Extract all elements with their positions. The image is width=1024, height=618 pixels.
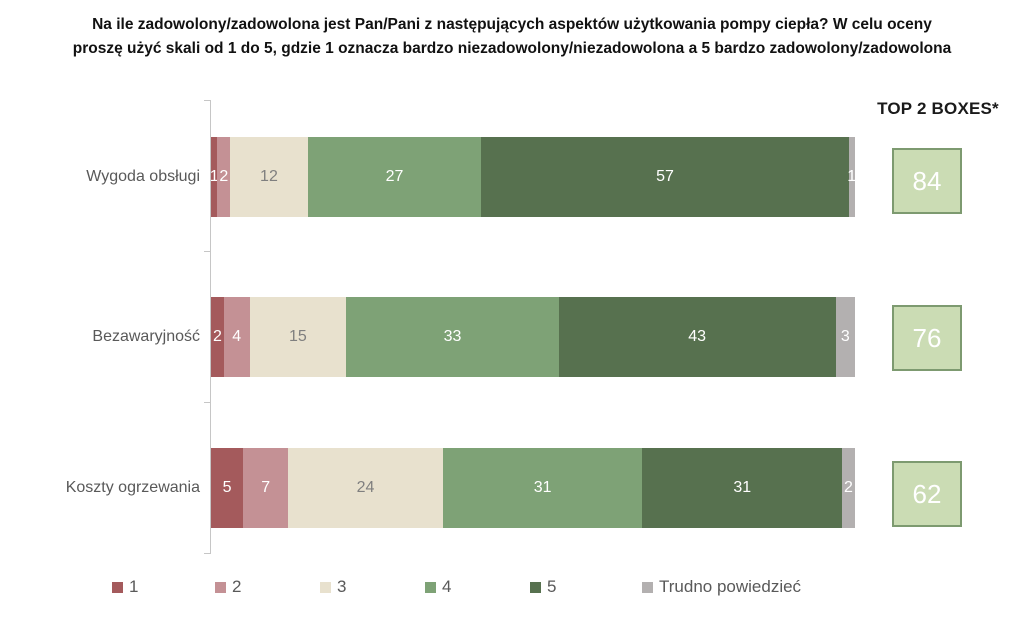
segment-value: 7 <box>261 479 271 496</box>
legend-label: Trudno powiedzieć <box>659 577 802 596</box>
stacked-bar: 1 2 12 27 57 1 <box>209 137 857 217</box>
top2-box: 76 <box>892 305 962 371</box>
segment-value: 2 <box>844 479 853 496</box>
bar-segment: 1 <box>209 137 219 217</box>
bar-segment: 27 <box>307 137 482 217</box>
legend-label: 4 <box>442 577 452 596</box>
stacked-bar: 5 7 24 31 31 2 <box>211 448 855 528</box>
bar-segment: 31 <box>442 448 643 528</box>
top2-box: 84 <box>892 148 962 214</box>
category-label: Koszty ogrzewania <box>65 479 200 496</box>
segment-value: 1 <box>209 168 219 185</box>
legend-swatch-icon <box>530 581 541 593</box>
bar-segment: 4 <box>223 297 250 377</box>
legend-label: 2 <box>232 577 242 596</box>
chart-legend: 1 2 3 4 5 Trudno powiedzieć <box>0 577 1024 601</box>
segment-value: 5 <box>222 479 232 496</box>
segment-value: 43 <box>688 328 707 345</box>
segment-value: 4 <box>232 328 242 345</box>
axis-tick <box>204 402 211 403</box>
segment-value: 2 <box>219 168 229 185</box>
segment-value: 24 <box>356 479 375 496</box>
legend-item: 3 <box>320 577 346 597</box>
bar-segment: 2 <box>217 137 231 217</box>
legend-swatch-icon <box>320 581 331 593</box>
stacked-bar: 2 4 15 33 43 3 <box>211 297 855 377</box>
chart-title-line2: proszę użyć skali od 1 do 5, gdzie 1 ozn… <box>72 40 952 58</box>
top2-boxes-header: TOP 2 BOXES* <box>877 99 999 118</box>
segment-value: 15 <box>289 328 307 345</box>
bar-segment: 12 <box>230 137 308 217</box>
legend-label: 3 <box>337 577 347 596</box>
legend-item: Trudno powiedzieć <box>642 577 801 597</box>
bar-segment: 31 <box>642 448 843 528</box>
bar-segment: 7 <box>243 448 289 528</box>
axis-tick <box>204 251 211 252</box>
segment-value: 12 <box>260 168 278 185</box>
legend-item: 4 <box>425 577 451 597</box>
bar-segment: 2 <box>211 297 224 377</box>
bar-segment: 15 <box>249 297 347 377</box>
bar-segment: 5 <box>211 448 244 528</box>
top2-box: 62 <box>892 461 962 527</box>
legend-swatch-icon <box>215 581 226 593</box>
bar-segment: 1 <box>847 137 857 217</box>
legend-label: 1 <box>129 577 139 596</box>
bar-segment: 33 <box>346 297 559 377</box>
chart-title-line1: Na ile zadowolony/zadowolona jest Pan/Pa… <box>92 16 932 33</box>
legend-swatch-icon <box>112 581 123 593</box>
segment-value: 27 <box>385 168 404 185</box>
segment-value: 3 <box>840 328 850 345</box>
axis-tick <box>204 553 211 554</box>
segment-value: 31 <box>733 479 752 496</box>
legend-swatch-icon <box>642 581 653 593</box>
legend-label: 5 <box>547 577 557 596</box>
axis-tick <box>204 100 211 101</box>
bar-segment: 43 <box>558 297 836 377</box>
bar-segment: 24 <box>288 448 443 528</box>
category-label: Wygoda obsługi <box>86 168 200 185</box>
segment-value: 31 <box>533 479 552 496</box>
chart-title: Na ile zadowolony/zadowolona jest Pan/Pa… <box>12 13 1012 61</box>
category-label: Bezawaryjność <box>92 328 200 345</box>
bar-segment: 57 <box>481 137 849 217</box>
segment-value: 33 <box>443 328 462 345</box>
legend-swatch-icon <box>425 581 436 593</box>
segment-value: 2 <box>212 328 222 345</box>
segment-value: 57 <box>656 168 674 185</box>
legend-item: 5 <box>530 577 556 597</box>
bar-segment: 2 <box>842 448 855 528</box>
legend-item: 1 <box>112 577 138 597</box>
legend-item: 2 <box>215 577 241 597</box>
bar-segment: 3 <box>835 297 855 377</box>
category-axis-line <box>210 100 211 553</box>
segment-value: 1 <box>847 168 857 185</box>
